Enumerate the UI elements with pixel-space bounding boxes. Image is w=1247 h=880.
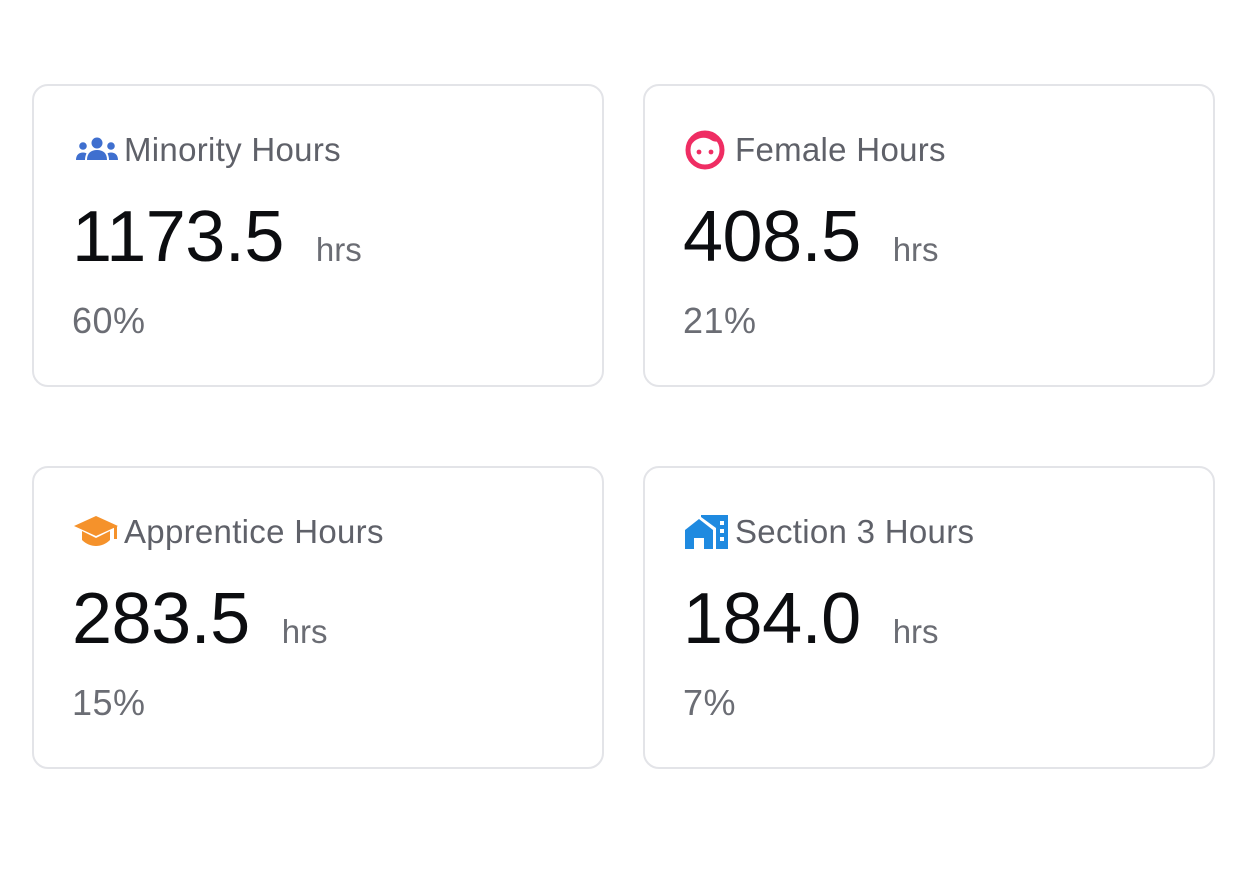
value-row: 408.5 hrs: [683, 196, 939, 278]
section-3-hours-card: Section 3 Hours 184.0 hrs 7%: [643, 466, 1215, 769]
hours-unit: hrs: [892, 613, 939, 650]
hours-value: 1173.5: [72, 197, 284, 277]
card-title: Section 3 Hours: [735, 513, 975, 550]
percentage: 7%: [683, 682, 737, 723]
face-icon: [683, 130, 735, 170]
home-work-icon: [683, 512, 735, 552]
graduation-cap-icon: [72, 512, 124, 552]
value-row: 283.5 hrs: [72, 578, 328, 660]
people-group-icon: [72, 130, 124, 170]
card-header: Female Hours: [683, 130, 946, 170]
card-header: Minority Hours: [72, 130, 341, 170]
female-hours-card: Female Hours 408.5 hrs 21%: [643, 84, 1215, 387]
card-title: Apprentice Hours: [124, 513, 384, 550]
hours-unit: hrs: [281, 613, 328, 650]
minority-hours-card: Minority Hours 1173.5 hrs 60%: [32, 84, 604, 387]
value-row: 184.0 hrs: [683, 578, 939, 660]
hours-unit: hrs: [892, 231, 939, 268]
card-title: Female Hours: [735, 131, 946, 168]
hours-unit: hrs: [315, 231, 362, 268]
hours-value: 283.5: [72, 579, 250, 659]
hours-value: 184.0: [683, 579, 861, 659]
hours-value: 408.5: [683, 197, 861, 277]
value-row: 1173.5 hrs: [72, 196, 362, 278]
card-title: Minority Hours: [124, 131, 341, 168]
card-header: Section 3 Hours: [683, 512, 974, 552]
percentage: 60%: [72, 300, 146, 341]
percentage: 15%: [72, 682, 146, 723]
card-header: Apprentice Hours: [72, 512, 384, 552]
percentage: 21%: [683, 300, 757, 341]
apprentice-hours-card: Apprentice Hours 283.5 hrs 15%: [32, 466, 604, 769]
